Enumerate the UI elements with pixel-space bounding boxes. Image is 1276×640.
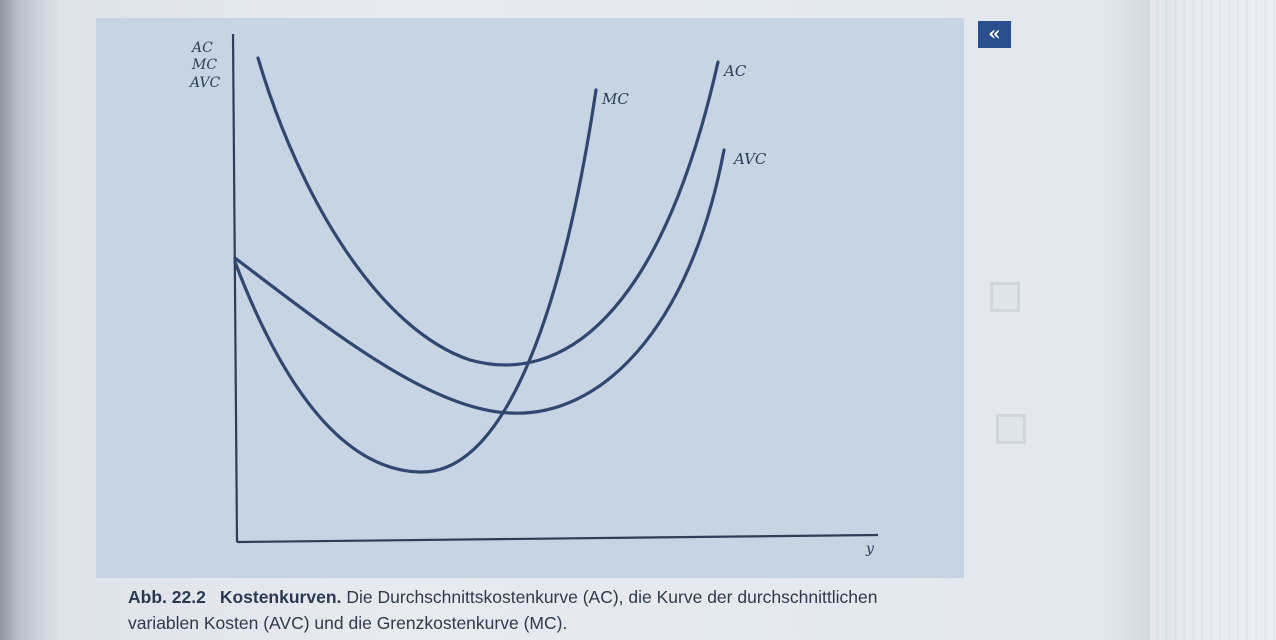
margin-box-icon	[996, 414, 1026, 444]
figure-background	[96, 18, 964, 578]
caption-label: Abb. 22.2	[128, 587, 206, 607]
y-axis-label-mc: MC	[191, 57, 217, 73]
x-axis-label: y	[865, 541, 875, 557]
margin-box-icon	[990, 282, 1020, 312]
figure-caption: Abb. 22.2 Kostenkurven. Die Durchschnittsk…	[128, 584, 928, 636]
y-axis-label-avc: AVC	[188, 75, 221, 91]
y-axis-label-ac: AC	[190, 40, 213, 56]
y-axis	[231, 33, 239, 543]
back-chevron-icon[interactable]: «	[978, 21, 1011, 48]
ac-curve-label: AC	[722, 62, 747, 80]
avc-curve-label: AVC	[732, 150, 767, 168]
mc-curve	[233, 88, 598, 474]
avc-curve	[233, 148, 726, 415]
x-axis	[236, 533, 879, 544]
mc-curve-label: MC	[601, 90, 629, 108]
caption-text: Die Durchschnittskostenkurve (AC), die K…	[128, 587, 878, 633]
ac-curve	[256, 56, 720, 367]
caption-title: Kostenkurven.	[219, 587, 342, 607]
page-edges	[1150, 0, 1276, 640]
